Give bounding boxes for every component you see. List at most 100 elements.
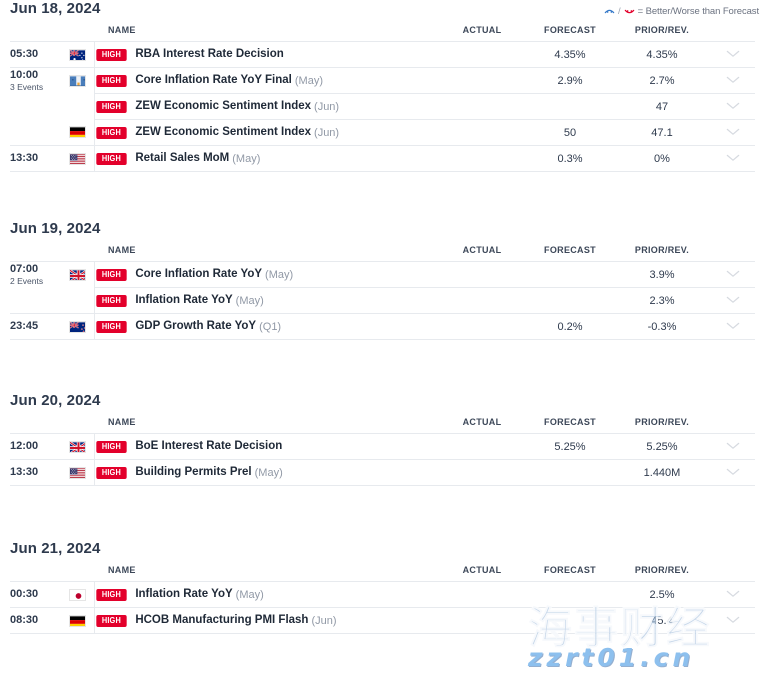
table-row[interactable]: 13:30 HIGH Building Permits Prel (May) 1.440…: [10, 459, 755, 486]
chevron-down-icon[interactable]: [726, 49, 740, 57]
table-row[interactable]: 13:30 HIGH Retail Sales MoM (May) 0.3% 0%: [10, 145, 755, 172]
event-prior-value: 1.440M: [614, 459, 710, 486]
table-row[interactable]: 12:00 HIGH BoE Interest Rate Decision 5.25%…: [10, 433, 755, 460]
chevron-down-icon[interactable]: [726, 467, 740, 475]
impact-badge: HIGH: [95, 48, 126, 61]
chevron-down-icon[interactable]: [726, 269, 740, 277]
events-table: NAME ACTUAL FORECAST PRIOR/REV. 05:30 HIGH RBA…: [10, 17, 755, 172]
event-period: (Jun): [314, 126, 340, 139]
flag-united-states-icon: [62, 145, 94, 172]
event-name-cell[interactable]: HIGH RBA Interest Rate Decision: [93, 41, 438, 68]
event-name-cell[interactable]: HIGH GDP Growth Rate YoY (Q1): [93, 313, 438, 340]
column-header-expand: [710, 17, 755, 42]
events-table: NAME ACTUAL FORECAST PRIOR/REV. 00:30 HIGH Inf…: [10, 557, 755, 634]
expand-row-button[interactable]: [710, 581, 755, 608]
column-header-actual: ACTUAL: [462, 417, 502, 427]
expand-row-button[interactable]: [710, 607, 755, 634]
smiley-up-icon: [604, 6, 615, 17]
flag-united-states-icon: [62, 459, 94, 486]
table-row[interactable]: 10:00 3 Events HIGH Core Inflation Rate YoY…: [10, 67, 755, 94]
column-header-expand: [710, 557, 755, 582]
expand-row-button[interactable]: [710, 313, 755, 340]
event-count-label: 3 Events: [10, 81, 44, 92]
chevron-down-icon[interactable]: [726, 153, 740, 161]
event-forecast-value: [526, 581, 614, 608]
event-prior-value: 5.25%: [614, 433, 710, 460]
column-header-flag: [62, 409, 94, 434]
day-block: Jun 18, 2024 NAME ACTUAL FORECAST PRIOR/REV.…: [0, 0, 771, 172]
table-row[interactable]: 08:30 HIGH HCOB Manufacturing PMI Flash (Ju…: [10, 607, 755, 634]
table-row[interactable]: HIGH ZEW Economic Sentiment Index (Jun) 47: [10, 93, 755, 120]
chevron-down-icon[interactable]: [726, 127, 740, 135]
table-header-row: NAME ACTUAL FORECAST PRIOR/REV.: [10, 17, 755, 42]
event-name-cell[interactable]: HIGH Core Inflation Rate YoY Final (May): [93, 67, 438, 94]
event-time: 05:30: [10, 47, 39, 60]
event-name-cell[interactable]: HIGH Retail Sales MoM (May): [93, 145, 438, 172]
impact-badge: HIGH: [95, 440, 126, 453]
event-period: (Q1): [259, 320, 282, 333]
column-header-prior: PRIOR/REV.: [634, 25, 690, 35]
column-header-forecast: FORECAST: [544, 25, 596, 35]
expand-row-button[interactable]: [710, 433, 755, 460]
event-period: (May): [232, 152, 261, 165]
expand-row-button[interactable]: [710, 41, 755, 68]
table-row[interactable]: 00:30 HIGH Inflation Rate YoY (May) 2.5%: [10, 581, 755, 608]
event-name-cell[interactable]: HIGH Core Inflation Rate YoY (May): [93, 261, 438, 288]
expand-row-button[interactable]: [710, 67, 755, 94]
event-time: 23:45: [10, 319, 39, 332]
event-prior-value: 3.9%: [614, 261, 710, 288]
event-name: ZEW Economic Sentiment Index: [135, 126, 312, 139]
expand-row-button[interactable]: [710, 459, 755, 486]
table-header-row: NAME ACTUAL FORECAST PRIOR/REV.: [10, 557, 755, 582]
chevron-down-icon[interactable]: [726, 75, 740, 83]
expand-row-button[interactable]: [710, 93, 755, 120]
event-time-cell: 12:00: [10, 433, 62, 460]
chevron-down-icon[interactable]: [726, 615, 740, 623]
event-time-cell: 23:45: [10, 313, 62, 340]
event-time: 08:30: [10, 613, 39, 626]
event-name: Retail Sales MoM: [135, 152, 230, 165]
table-row[interactable]: 23:45 HIGH GDP Growth Rate YoY (Q1) 0.2% -0.3…: [10, 313, 755, 340]
event-name: GDP Growth Rate YoY: [135, 320, 257, 333]
flag-united-states-icon: [69, 152, 87, 165]
event-name-cell[interactable]: HIGH Building Permits Prel (May): [93, 459, 438, 486]
event-name-cell[interactable]: HIGH ZEW Economic Sentiment Index (Jun): [93, 119, 438, 146]
flag-new-zealand-icon: [62, 313, 94, 340]
event-name-cell[interactable]: HIGH HCOB Manufacturing PMI Flash (Jun): [93, 607, 438, 634]
flag-australia-icon: [62, 41, 94, 68]
chevron-down-icon[interactable]: [726, 321, 740, 329]
flag-germany-icon: [69, 614, 87, 627]
event-time: 07:00: [10, 263, 39, 276]
event-name-cell[interactable]: HIGH Inflation Rate YoY (May): [93, 581, 438, 608]
flag-japan-icon: [69, 588, 87, 601]
event-name-cell[interactable]: HIGH ZEW Economic Sentiment Index (Jun): [93, 93, 438, 120]
event-actual-value: [438, 93, 526, 120]
chevron-down-icon[interactable]: [726, 441, 740, 449]
column-header-actual: ACTUAL: [462, 565, 502, 575]
table-row[interactable]: HIGH ZEW Economic Sentiment Index (Jun) 50 4…: [10, 119, 755, 146]
chevron-down-icon[interactable]: [726, 589, 740, 597]
expand-row-button[interactable]: [710, 261, 755, 288]
event-name-cell[interactable]: HIGH BoE Interest Rate Decision: [93, 433, 438, 460]
event-time-cell: [10, 120, 62, 146]
table-row[interactable]: 07:00 2 Events HIGH Core Inflation Rate YoY…: [10, 261, 755, 288]
event-period: (May): [294, 74, 323, 87]
event-name: ZEW Economic Sentiment Index: [135, 100, 312, 113]
chevron-down-icon[interactable]: [726, 295, 740, 303]
event-time: 00:30: [10, 587, 39, 600]
event-prior-value: -0.3%: [614, 313, 710, 340]
event-prior-value: 0%: [614, 145, 710, 172]
column-header-prior: PRIOR/REV.: [634, 565, 690, 575]
event-actual-value: [438, 459, 526, 486]
chevron-down-icon[interactable]: [726, 101, 740, 109]
table-row[interactable]: 05:30 HIGH RBA Interest Rate Decision 4.35%…: [10, 41, 755, 68]
expand-row-button[interactable]: [710, 145, 755, 172]
event-forecast-value: 5.25%: [526, 433, 614, 460]
table-row[interactable]: HIGH Inflation Rate YoY (May) 2.3%: [10, 287, 755, 314]
expand-row-button[interactable]: [710, 119, 755, 146]
event-time-cell: [10, 94, 62, 120]
expand-row-button[interactable]: [710, 287, 755, 314]
flag-germany-icon: [69, 126, 87, 139]
event-name-cell[interactable]: HIGH Inflation Rate YoY (May): [93, 287, 438, 314]
